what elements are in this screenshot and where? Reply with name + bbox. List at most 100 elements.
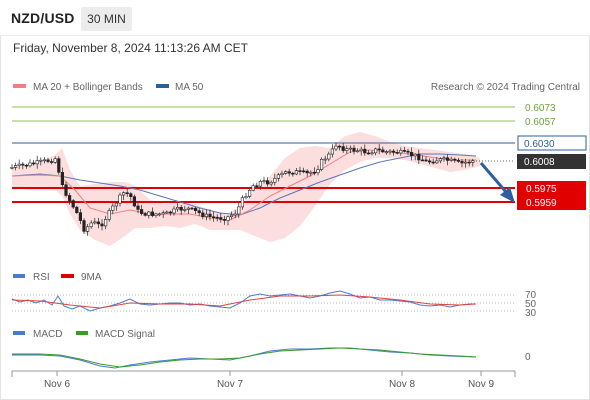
candle-body-up	[283, 171, 288, 174]
rsi-ma-legend-swatch	[61, 274, 74, 278]
macd-line	[12, 347, 477, 369]
candle-body-down	[150, 211, 155, 216]
candle-body-up	[107, 210, 111, 220]
x-label-nov9: Nov 9	[468, 379, 495, 390]
candle-body-down	[301, 170, 306, 173]
datetime-text: Friday, November 8, 2024 11:13:26 AM CET	[13, 41, 249, 55]
rsi-level-30-label: 30	[525, 308, 537, 319]
candle-body-down	[363, 148, 367, 154]
candle-body-up	[204, 213, 209, 217]
candle-body-down	[219, 217, 223, 220]
macd-signal-legend-label: MACD Signal	[95, 329, 155, 340]
macd-signal-legend-swatch	[76, 331, 88, 335]
candle-body-down	[265, 180, 270, 185]
candle-body-down	[391, 150, 396, 153]
candle-body-down	[82, 220, 86, 232]
candle-body-down	[179, 207, 183, 211]
rsi-legend-label: RSI	[33, 272, 50, 283]
candle-body-up	[388, 150, 392, 153]
ma50-line	[11, 153, 477, 216]
candle-body-down	[287, 171, 291, 174]
support-label-2: 0.5959	[526, 198, 557, 209]
candle-body-up	[370, 152, 374, 155]
candle-body-down	[305, 170, 309, 174]
candle-body-up	[294, 170, 299, 175]
candle-body-up	[316, 169, 320, 174]
candle-body-down	[445, 157, 450, 161]
timeframe-button[interactable]: 30 MIN	[81, 7, 132, 31]
candle-body-down	[194, 207, 198, 212]
candle-body-down	[298, 170, 302, 172]
candle-body-up	[327, 153, 331, 160]
x-label-nov8: Nov 8	[389, 379, 416, 390]
rsi-line	[11, 290, 476, 312]
candle-body-down	[100, 223, 104, 227]
x-label-nov7: Nov 7	[217, 379, 244, 390]
candle-body-up	[114, 202, 118, 207]
support-label-box-1	[517, 181, 586, 196]
candle-body-up	[230, 214, 234, 218]
candle-body-down	[352, 147, 356, 152]
candle-body-up	[118, 194, 122, 204]
candle-body-up	[14, 165, 18, 168]
candle-body-down	[291, 172, 295, 175]
candle-body-down	[125, 192, 129, 195]
candle-body-down	[460, 161, 464, 164]
candle-body-down	[341, 146, 345, 151]
candle-body-up	[35, 160, 39, 165]
candle-body-up	[154, 213, 158, 216]
candle-body-up	[122, 192, 126, 196]
candle-body-down	[381, 149, 385, 153]
rsi-level-70-label: 70	[525, 290, 537, 301]
candle-body-down	[96, 221, 100, 225]
candle-body-up	[276, 174, 281, 179]
candle-body-down	[197, 210, 201, 214]
candle-body-down	[190, 207, 194, 210]
ma20-legend-swatch	[13, 84, 26, 88]
candle-body-down	[467, 161, 471, 164]
candle-body-up	[89, 222, 93, 228]
candle-body-up	[280, 173, 284, 176]
ma50-legend-swatch	[156, 84, 169, 88]
candle-body-up	[251, 185, 255, 191]
candle-body-up	[183, 209, 187, 211]
candlestick-series	[10, 142, 475, 236]
candle-body-up	[449, 158, 453, 161]
candle-body-up	[345, 148, 349, 151]
rsi-ma-line	[11, 294, 477, 309]
candle-body-up	[39, 159, 43, 162]
candle-body-down	[57, 158, 61, 173]
candle-body-down	[143, 213, 147, 216]
candle-body-up	[93, 221, 97, 224]
candle-body-down	[366, 152, 371, 155]
candle-body-up	[226, 216, 230, 221]
candle-body-down	[201, 212, 205, 217]
candle-body-down	[255, 185, 259, 188]
candle-body-down	[46, 159, 50, 162]
candle-body-down	[75, 206, 79, 213]
candle-body-up	[111, 205, 115, 211]
candle-body-down	[456, 160, 461, 162]
candle-body-up	[273, 178, 277, 183]
candle-body-down	[377, 148, 381, 151]
candle-body-down	[417, 153, 421, 161]
candle-body-up	[471, 160, 475, 163]
candle-body-up	[359, 148, 363, 152]
candle-body-up	[309, 171, 313, 174]
resistance-label-box	[517, 135, 587, 151]
candle-body-up	[104, 219, 108, 227]
candle-body-up	[373, 148, 378, 154]
rsi-ma-legend-label: 9MA	[81, 272, 102, 283]
candle-body-down	[395, 152, 399, 154]
candle-body-up	[176, 207, 180, 210]
candle-body-up	[323, 158, 327, 161]
candle-body-up	[147, 211, 151, 216]
candle-body-up	[269, 181, 273, 185]
candle-body-up	[186, 207, 191, 210]
support-label-1: 0.5975	[526, 184, 557, 195]
candle-body-up	[165, 211, 169, 214]
candle-body-down	[212, 216, 216, 219]
candle-body-down	[24, 164, 29, 167]
candle-body-up	[28, 162, 32, 167]
